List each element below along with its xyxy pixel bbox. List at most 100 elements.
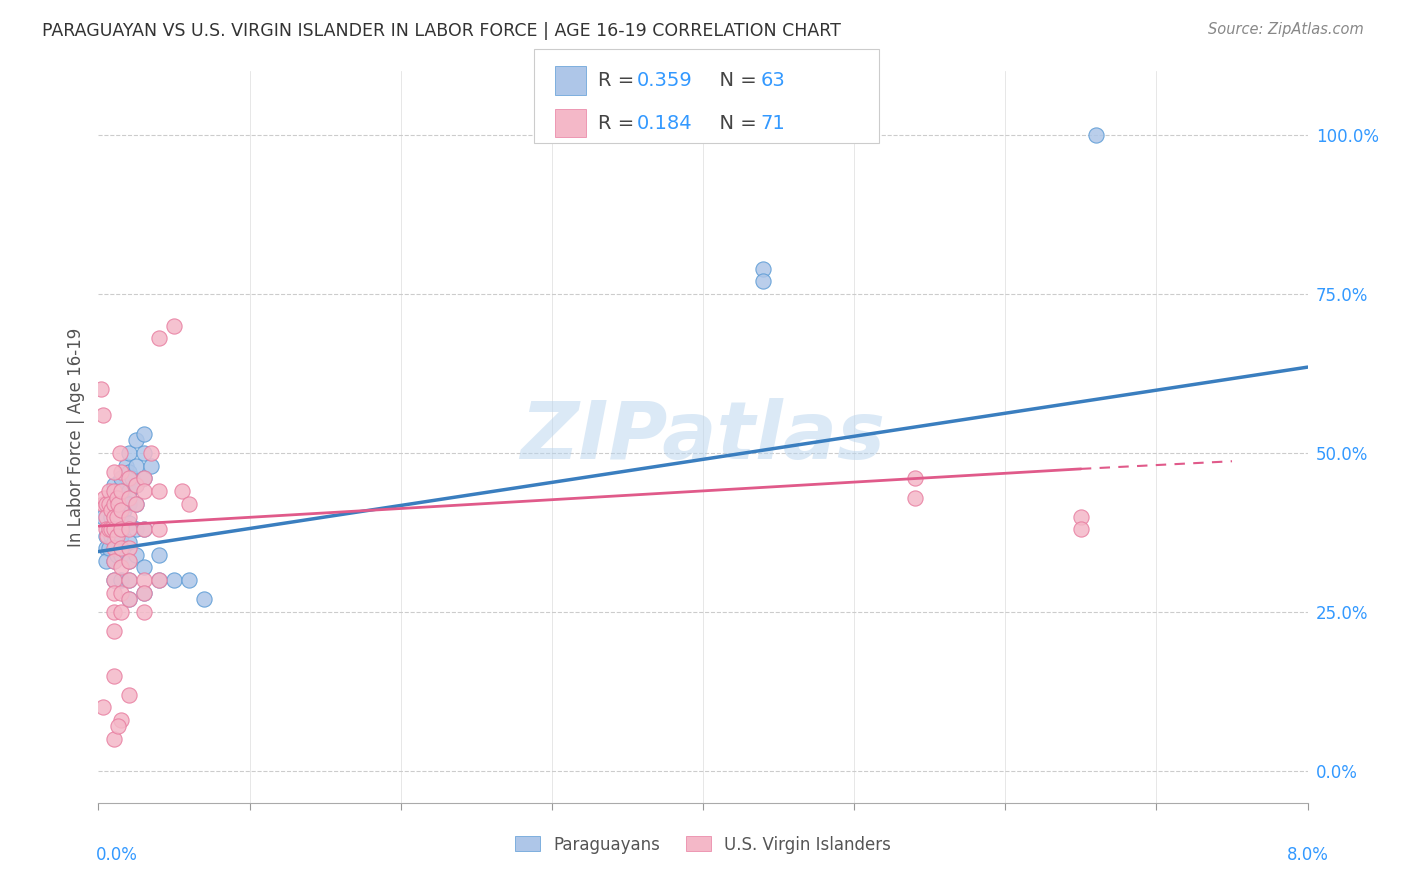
Point [103, 668, 125, 682]
Point [94, 509, 117, 524]
Point [91, 497, 114, 511]
Point [100, 503, 122, 517]
Point [91, 408, 114, 422]
Point [118, 554, 141, 568]
Point [110, 465, 132, 479]
Text: 0.184: 0.184 [637, 113, 693, 133]
Point [125, 434, 148, 448]
Point [103, 554, 125, 568]
Point [91, 509, 114, 524]
Point [118, 592, 141, 607]
Point [1085, 128, 1108, 142]
Point [132, 426, 155, 441]
Point [105, 548, 128, 562]
Point [103, 484, 125, 499]
Point [110, 573, 132, 587]
Point [179, 573, 201, 587]
Text: 0.0%: 0.0% [96, 846, 138, 863]
Point [110, 491, 132, 505]
Point [94, 529, 117, 543]
Point [98, 541, 121, 556]
Legend: Paraguayans, U.S. Virgin Islanders: Paraguayans, U.S. Virgin Islanders [509, 829, 897, 860]
Point [148, 573, 170, 587]
Point [98, 497, 121, 511]
Point [94, 554, 117, 568]
Text: 71: 71 [761, 113, 786, 133]
Point [132, 586, 155, 600]
Point [132, 605, 155, 619]
Point [105, 509, 128, 524]
Point [118, 509, 141, 524]
Point [105, 484, 128, 499]
Point [103, 497, 125, 511]
Point [118, 535, 141, 549]
Point [103, 554, 125, 568]
Point [125, 458, 148, 473]
Point [107, 497, 129, 511]
Point [132, 522, 155, 536]
Point [132, 484, 155, 499]
Point [148, 548, 170, 562]
Point [94, 541, 117, 556]
Point [118, 554, 141, 568]
Point [110, 713, 132, 727]
Point [100, 509, 122, 524]
Point [118, 688, 141, 702]
Point [118, 522, 141, 536]
Point [105, 503, 128, 517]
Point [103, 586, 125, 600]
Text: N =: N = [707, 113, 763, 133]
Text: N =: N = [707, 71, 763, 90]
Point [110, 560, 132, 574]
Point [132, 471, 155, 485]
Point [141, 458, 163, 473]
Point [112, 503, 135, 517]
Point [752, 261, 775, 276]
Point [96, 497, 118, 511]
Point [148, 331, 170, 345]
Point [1070, 509, 1092, 524]
Point [98, 522, 121, 536]
Point [103, 624, 125, 638]
Point [103, 509, 125, 524]
Point [110, 522, 132, 536]
Point [118, 541, 141, 556]
Point [118, 516, 141, 530]
Point [118, 573, 141, 587]
Point [101, 491, 124, 505]
Point [98, 484, 121, 499]
Point [94, 497, 117, 511]
Point [110, 586, 132, 600]
Point [103, 477, 125, 491]
Point [148, 484, 170, 499]
Point [125, 522, 148, 536]
Point [118, 484, 141, 499]
Point [132, 522, 155, 536]
Point [132, 446, 155, 460]
Point [103, 573, 125, 587]
Point [103, 522, 125, 536]
Point [179, 497, 201, 511]
Point [103, 573, 125, 587]
Point [118, 465, 141, 479]
Point [93, 491, 115, 505]
Point [103, 732, 125, 747]
Point [111, 484, 134, 499]
Point [132, 471, 155, 485]
Point [163, 573, 186, 587]
Point [1070, 522, 1092, 536]
Point [148, 573, 170, 587]
Point [121, 471, 143, 485]
Point [904, 491, 927, 505]
Text: ZIPatlas: ZIPatlas [520, 398, 886, 476]
Point [118, 471, 141, 485]
Point [118, 446, 141, 460]
Point [94, 522, 117, 536]
Point [105, 529, 128, 543]
Point [125, 497, 148, 511]
Point [103, 497, 125, 511]
Point [132, 586, 155, 600]
Point [105, 529, 128, 543]
Point [170, 484, 193, 499]
Point [103, 541, 125, 556]
